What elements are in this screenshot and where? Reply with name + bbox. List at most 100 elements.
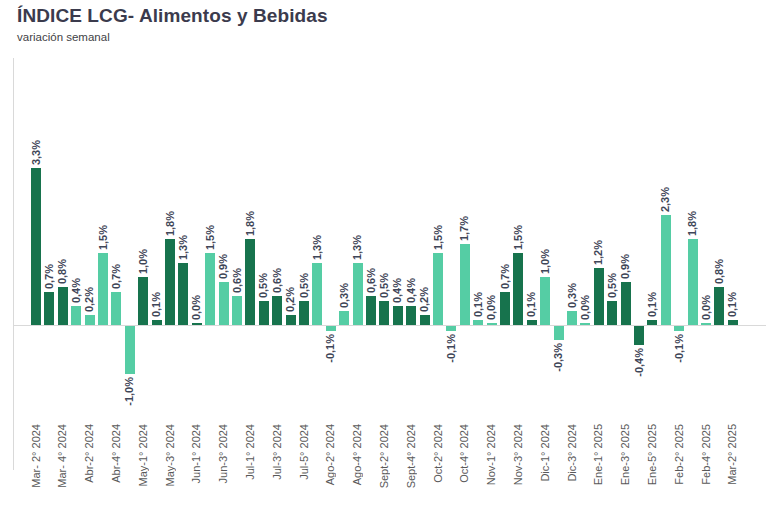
bar-value-label: 0,1% xyxy=(525,292,538,317)
x-axis-label: Mar- 2° 2024 xyxy=(30,424,43,488)
bar xyxy=(473,320,483,325)
bar-value-label: -0,4% xyxy=(633,348,646,377)
x-axis-label: Mar- 4° 2024 xyxy=(56,424,69,488)
bar-value-label: 0,8% xyxy=(56,259,69,284)
bar-value-label: 3,3% xyxy=(30,140,43,165)
bar-value-label: 0,5% xyxy=(378,273,391,298)
x-axis-label: Ene-5° 2025 xyxy=(646,424,659,485)
bar xyxy=(567,311,577,325)
x-axis-label: May-3° 2024 xyxy=(164,424,177,487)
x-axis-label: May-1° 2024 xyxy=(137,424,150,487)
bar xyxy=(272,296,282,325)
bar-value-label: 0,7% xyxy=(43,264,56,289)
bar xyxy=(58,287,68,325)
bar xyxy=(701,323,711,325)
bar-value-label: 1,3% xyxy=(351,235,364,260)
x-axis-label: Ene-3° 2025 xyxy=(619,424,632,485)
bar xyxy=(621,282,631,325)
bar-value-label: 0,9% xyxy=(217,254,230,279)
bar xyxy=(111,292,121,325)
x-axis-label: Sept-4° 2024 xyxy=(405,424,418,488)
bar xyxy=(513,253,523,325)
bar xyxy=(540,277,550,325)
bar xyxy=(85,315,95,325)
bar xyxy=(165,239,175,325)
bar xyxy=(178,263,188,325)
bar-value-label: -0,3% xyxy=(552,343,565,372)
bar-value-label: 0,1% xyxy=(646,292,659,317)
bar xyxy=(594,268,604,325)
bar-value-label: 1,8% xyxy=(244,211,257,236)
x-axis-label: Abr-4° 2024 xyxy=(110,424,123,483)
bar xyxy=(192,323,202,325)
bar-value-label: 0,6% xyxy=(365,268,378,293)
bar xyxy=(299,301,309,325)
y-axis-line xyxy=(13,58,14,470)
x-axis-label: Jun-1° 2024 xyxy=(190,424,203,483)
bar xyxy=(98,253,108,325)
bar-value-label: 2,3% xyxy=(659,187,672,212)
bar xyxy=(44,292,54,325)
bar-value-label: 1,2% xyxy=(592,240,605,265)
x-axis-label: Jun-3° 2024 xyxy=(217,424,230,483)
bar xyxy=(125,326,135,374)
bar-value-label: 1,8% xyxy=(164,211,177,236)
bar xyxy=(312,263,322,325)
x-axis-label: Mar-2° 2025 xyxy=(726,424,739,485)
bar-value-label: -1,0% xyxy=(123,377,136,406)
bar-value-label: 1,8% xyxy=(686,211,699,236)
x-axis-label: Nov-1° 2024 xyxy=(485,424,498,485)
bar xyxy=(460,244,470,325)
bar-value-label: 0,1% xyxy=(726,292,739,317)
bar xyxy=(353,263,363,325)
bar xyxy=(205,253,215,325)
bar xyxy=(259,301,269,325)
bar xyxy=(71,306,81,325)
bar-value-label: 0,1% xyxy=(150,292,163,317)
bar xyxy=(366,296,376,325)
bar-value-label: 1,7% xyxy=(458,216,471,241)
bar xyxy=(661,215,671,325)
bar-value-label: 0,9% xyxy=(619,254,632,279)
bar-value-label: 1,0% xyxy=(137,249,150,274)
bar-value-label: 0,0% xyxy=(700,295,713,320)
bar-value-label: 1,5% xyxy=(204,225,217,250)
bar xyxy=(138,277,148,325)
x-axis-label: Ene-1° 2025 xyxy=(592,424,605,485)
bar-value-label: 0,4% xyxy=(405,278,418,303)
x-axis-label: Dic-3° 2024 xyxy=(566,424,579,482)
bar-value-label: 0,4% xyxy=(391,278,404,303)
bar-value-label: 0,5% xyxy=(257,273,270,298)
chart-title: ÍNDICE LCG- Alimentos y Bebidas xyxy=(17,5,328,27)
bar-value-label: 0,6% xyxy=(271,268,284,293)
bar-value-label: 0,0% xyxy=(579,295,592,320)
bar xyxy=(487,323,497,325)
x-axis-label: Jul-1° 2024 xyxy=(244,424,257,480)
bar-value-label: 0,7% xyxy=(110,264,123,289)
x-axis-label: Jul-3° 2024 xyxy=(271,424,284,480)
bar xyxy=(152,320,162,325)
x-axis-label: Dic-1° 2024 xyxy=(539,424,552,482)
bar-value-label: 0,8% xyxy=(713,259,726,284)
bar-value-label: 1,5% xyxy=(512,225,525,250)
bar xyxy=(580,323,590,325)
bar xyxy=(232,296,242,325)
bar xyxy=(674,326,684,331)
bar xyxy=(527,320,537,325)
bar-value-label: -0,1% xyxy=(445,334,458,363)
bar-value-label: 0,2% xyxy=(284,287,297,312)
bar xyxy=(286,315,296,325)
bar-value-label: 1,0% xyxy=(539,249,552,274)
bar xyxy=(393,306,403,325)
bar xyxy=(406,306,416,325)
bar xyxy=(219,282,229,325)
bar-value-label: 0,6% xyxy=(231,268,244,293)
bar-value-label: 1,5% xyxy=(97,225,110,250)
x-axis-label: Ago-2° 2024 xyxy=(324,424,337,485)
bar-value-label: 0,3% xyxy=(338,283,351,308)
bar-value-label: 0,2% xyxy=(418,287,431,312)
bar-value-label: 0,0% xyxy=(485,295,498,320)
bar xyxy=(688,239,698,325)
bar-value-label: 0,7% xyxy=(499,264,512,289)
bar-value-label: -0,1% xyxy=(673,334,686,363)
